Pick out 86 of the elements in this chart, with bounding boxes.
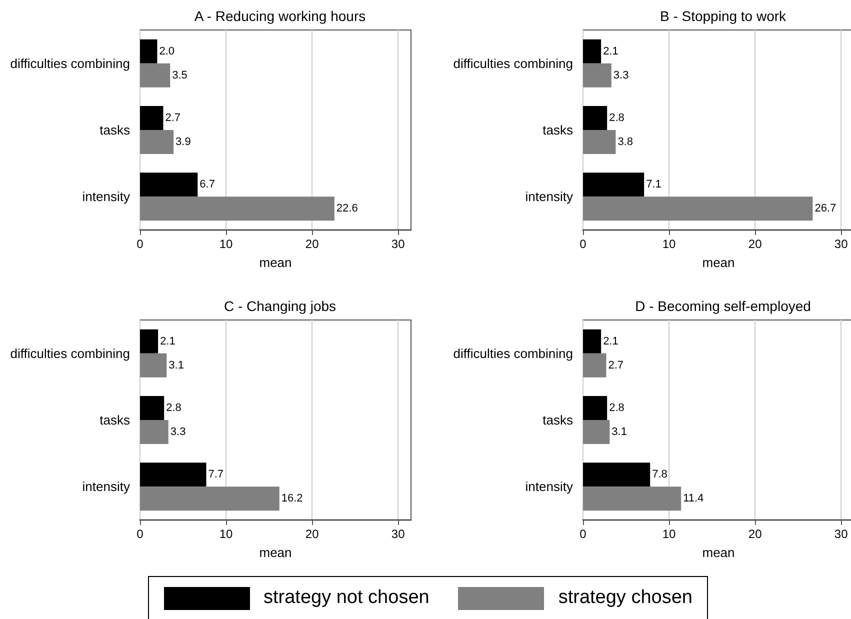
data-label: 2.1: [160, 335, 176, 348]
bar: [583, 396, 608, 420]
bar: [583, 353, 606, 378]
data-label: 2.8: [609, 112, 624, 124]
x-tick-label: 10: [662, 237, 676, 251]
y-tick-label: difficulties combining: [453, 56, 573, 71]
data-label: 3.1: [168, 359, 184, 372]
data-label: 22.6: [336, 202, 358, 215]
chart-title: B - Stopping to work: [660, 8, 788, 24]
data-label: 7.1: [646, 178, 662, 191]
legend-label: strategy chosen: [558, 587, 692, 609]
y-tick-label: difficulties combining: [10, 56, 130, 71]
y-tick-label: intensity: [525, 479, 574, 494]
x-tick-label: 20: [748, 527, 762, 541]
bar: [583, 63, 612, 88]
x-axis-title: mean: [259, 545, 292, 560]
x-tick-label: 10: [662, 527, 676, 541]
x-tick-label: 30: [391, 527, 406, 541]
x-tick-label: 0: [136, 527, 144, 541]
x-axis-title: mean: [702, 545, 735, 560]
bar: [140, 63, 170, 88]
bar: [583, 462, 650, 487]
data-label: 3.9: [176, 136, 191, 148]
chart-title: C - Changing jobs: [224, 298, 336, 314]
bar: [140, 106, 164, 130]
x-axis-title: mean: [702, 255, 735, 270]
data-label: 16.2: [281, 492, 303, 505]
x-tick-label: 10: [219, 527, 234, 541]
data-label: 3.8: [618, 136, 633, 148]
x-tick-label: 30: [834, 527, 848, 541]
bar: [140, 329, 158, 354]
bar: [140, 39, 158, 64]
data-label: 2.8: [609, 402, 624, 414]
bar: [140, 396, 164, 420]
chart-title: D - Becoming self-employed: [635, 298, 811, 314]
data-label: 3.3: [613, 69, 629, 82]
x-axis-title: mean: [259, 255, 292, 270]
data-label: 6.7: [200, 178, 215, 191]
y-tick-label: difficulties combining: [453, 346, 573, 361]
y-tick-label: intensity: [525, 189, 574, 204]
data-label: 2.1: [603, 335, 618, 348]
data-label: 2.0: [159, 45, 175, 58]
x-tick-label: 30: [391, 237, 406, 251]
y-tick-label: tasks: [542, 122, 574, 138]
x-tick-label: 0: [580, 527, 587, 541]
legend-label: strategy not chosen: [264, 587, 430, 609]
bar: [583, 106, 608, 130]
x-tick-label: 20: [305, 527, 320, 541]
bar: [583, 172, 644, 197]
bar: [140, 462, 206, 487]
bar: [140, 172, 198, 197]
x-tick-label: 0: [136, 237, 144, 251]
y-tick-label: tasks: [542, 412, 574, 428]
x-tick-label: 20: [748, 237, 762, 251]
x-tick-label: 10: [219, 237, 234, 251]
bar: [140, 196, 334, 221]
data-label: 7.8: [652, 468, 668, 481]
data-label: 2.7: [165, 112, 181, 124]
data-label: 7.7: [208, 468, 224, 481]
data-label: 2.1: [603, 45, 618, 58]
bar: [140, 353, 167, 378]
x-tick-label: 30: [834, 237, 848, 251]
bar: [583, 486, 682, 511]
data-label: 2.7: [608, 359, 624, 372]
bar: [140, 130, 174, 154]
bar: [583, 329, 602, 354]
y-tick-label: intensity: [82, 479, 130, 494]
x-tick-label: 20: [305, 237, 320, 251]
data-label: 11.4: [683, 492, 704, 505]
bar: [140, 486, 280, 511]
chart-title: A - Reducing working hours: [194, 8, 366, 24]
bar: [583, 420, 610, 444]
x-tick-label: 0: [580, 237, 587, 251]
data-label: 3.3: [170, 426, 186, 438]
bar: [583, 130, 616, 154]
y-tick-label: intensity: [82, 189, 130, 204]
data-label: 26.7: [814, 202, 836, 215]
bar: [583, 196, 813, 221]
bar: [583, 39, 602, 64]
y-tick-label: difficulties combining: [10, 346, 130, 361]
data-label: 2.8: [166, 402, 182, 414]
data-label: 3.1: [612, 426, 627, 438]
bar: [140, 420, 168, 444]
data-label: 3.5: [172, 69, 188, 82]
y-tick-label: tasks: [100, 122, 130, 138]
y-tick-label: tasks: [100, 412, 130, 428]
